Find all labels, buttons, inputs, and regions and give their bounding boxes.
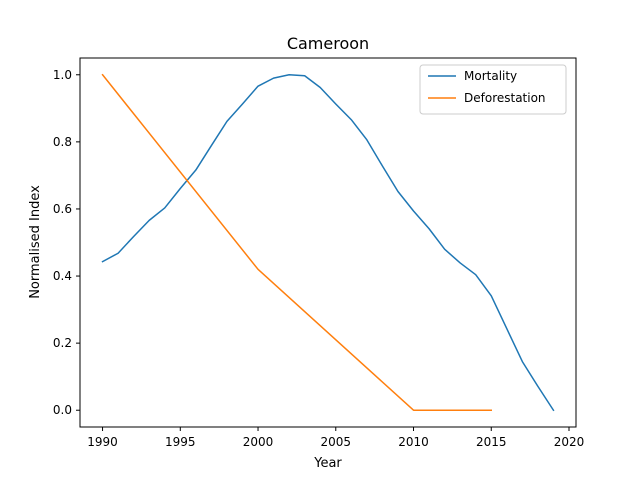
x-tick-label: 2000 xyxy=(243,435,274,449)
series-line-mortality xyxy=(101,74,555,412)
legend-label: Deforestation xyxy=(464,91,546,105)
x-tick-label: 2015 xyxy=(476,435,507,449)
x-tick-label: 1995 xyxy=(165,435,196,449)
y-tick-label: 0.2 xyxy=(53,336,72,350)
x-tick-label: 2010 xyxy=(398,435,429,449)
x-axis: 1990 1995 2000 2005 2010 2015 2020 xyxy=(87,427,584,449)
chart-title: Cameroon xyxy=(287,34,369,53)
y-tick-label: 0.4 xyxy=(53,269,72,283)
y-tick-label: 0.0 xyxy=(53,403,72,417)
series-line-deforestation xyxy=(101,73,493,411)
x-axis-label: Year xyxy=(313,456,342,471)
plot-area xyxy=(101,73,555,412)
y-tick-label: 0.8 xyxy=(53,135,72,149)
legend-label: Mortality xyxy=(464,69,517,83)
y-tick-label: 0.6 xyxy=(53,202,72,216)
legend: Mortality Deforestation xyxy=(419,64,567,115)
legend-box xyxy=(419,64,567,115)
x-tick-label: 2005 xyxy=(321,435,352,449)
y-axis: 0.0 0.2 0.4 0.6 0.8 1.0 xyxy=(53,68,80,417)
y-tick-label: 1.0 xyxy=(53,68,72,82)
y-axis-label: Normalised Index xyxy=(28,185,43,299)
plot-frame xyxy=(79,57,577,428)
x-tick-label: 1990 xyxy=(87,435,118,449)
x-tick-label: 2020 xyxy=(554,435,585,449)
